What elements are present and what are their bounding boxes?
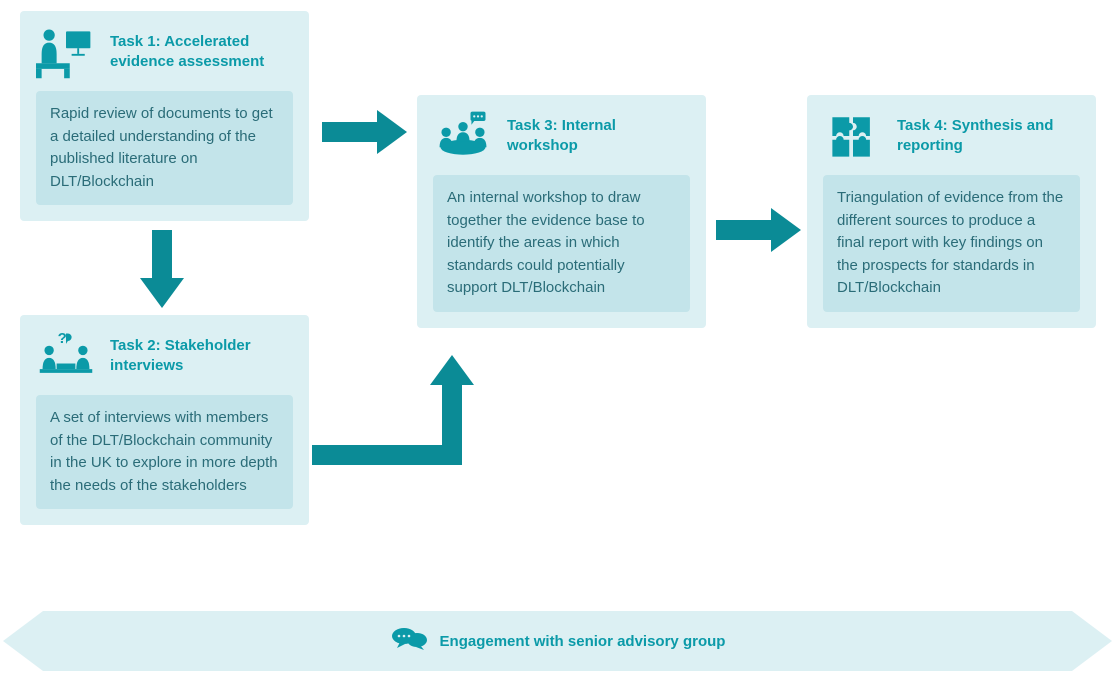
task-desc: An internal workshop to draw together th…: [433, 175, 690, 312]
footer-bar: Engagement with senior advisory group: [3, 611, 1112, 671]
task-title: Task 2: Stakeholder interviews: [110, 336, 293, 377]
arrow-a4: [716, 208, 801, 252]
task-box-3: Task 3: Internal workshop An internal wo…: [417, 95, 706, 328]
footer-label: Engagement with senior advisory group: [440, 633, 726, 650]
puzzle-icon: [823, 109, 883, 163]
task-desc: Rapid review of documents to get a detai…: [36, 91, 293, 205]
task-header: ? Task 2: Stakeholder interviews: [36, 329, 293, 383]
task-title: Task 3: Internal workshop: [507, 116, 690, 157]
arrow-a1: [322, 110, 407, 154]
speech-bubbles-icon: [390, 624, 430, 659]
task-header: Task 3: Internal workshop: [433, 109, 690, 163]
task-desc: A set of interviews with members of the …: [36, 395, 293, 509]
task-box-4: Task 4: Synthesis and reporting Triangul…: [807, 95, 1096, 328]
task-box-1: Task 1: Accelerated evidence assessment …: [20, 11, 309, 221]
meeting-icon: [433, 109, 493, 163]
interview-icon: ?: [36, 329, 96, 383]
person-desktop-icon: [36, 25, 96, 79]
task-desc: Triangulation of evidence from the diffe…: [823, 175, 1080, 312]
task-title: Task 4: Synthesis and reporting: [897, 116, 1080, 157]
task-header: Task 4: Synthesis and reporting: [823, 109, 1080, 163]
svg-text:?: ?: [58, 330, 67, 347]
task-header: Task 1: Accelerated evidence assessment: [36, 25, 293, 79]
task-title: Task 1: Accelerated evidence assessment: [110, 32, 293, 73]
arrow-a3: [312, 355, 492, 475]
task-box-2: ? Task 2: Stakeholder interviews A set o…: [20, 315, 309, 525]
arrow-a2: [140, 230, 184, 308]
